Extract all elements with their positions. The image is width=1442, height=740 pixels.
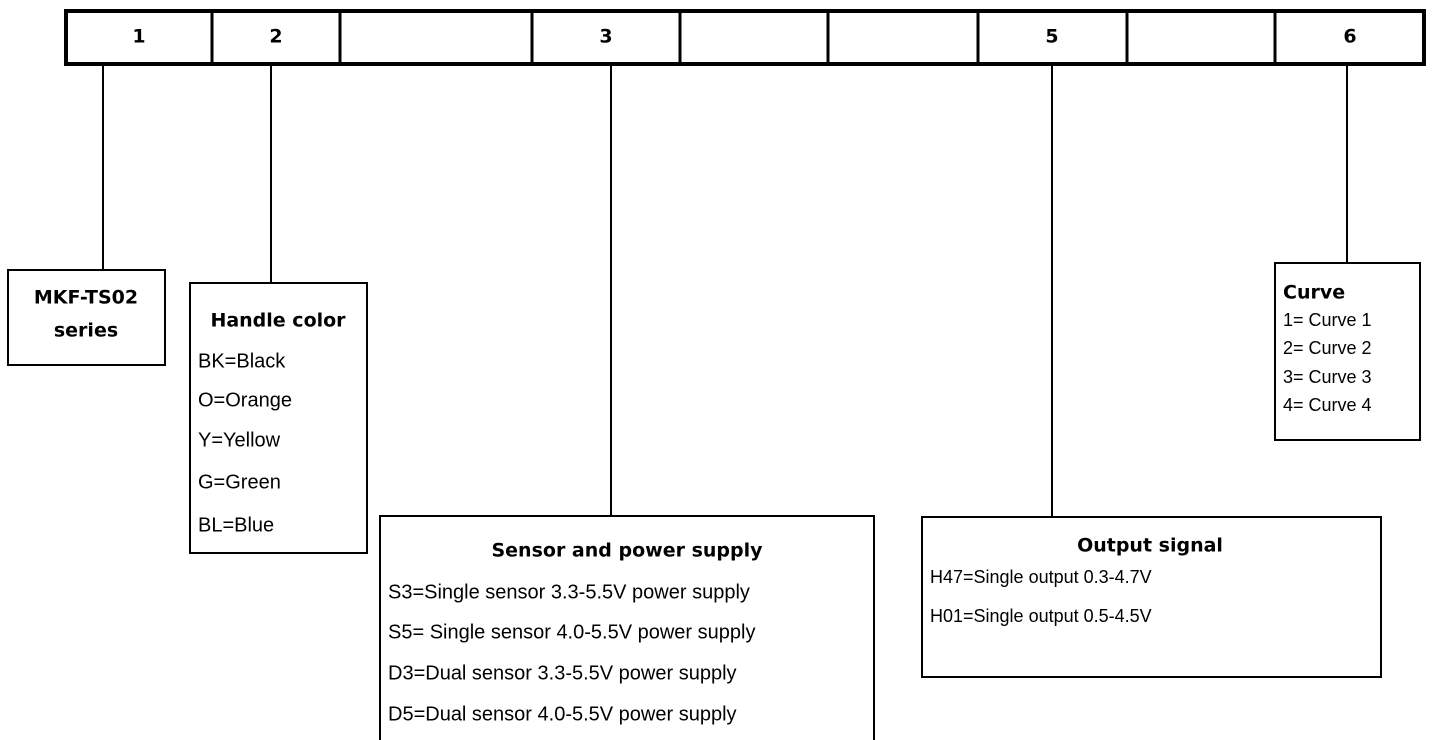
box-item: BK=Black xyxy=(198,350,286,372)
box-item: D3=Dual sensor 3.3-5.5V power supply xyxy=(388,662,737,684)
cell-label: 5 xyxy=(1045,26,1058,48)
box-item: S5= Single sensor 4.0-5.5V power supply xyxy=(388,621,755,643)
box-title: Curve xyxy=(1283,282,1345,304)
box-title: Sensor and power supply xyxy=(491,540,763,562)
sensor-box xyxy=(379,515,875,740)
box-title: MKF-TS02 xyxy=(34,287,138,309)
bar-frame xyxy=(64,9,1426,66)
box-title: Handle color xyxy=(210,310,346,332)
box-item: S3=Single sensor 3.3-5.5V power supply xyxy=(388,581,750,603)
box-item: O=Orange xyxy=(198,389,292,411)
box-title: series xyxy=(54,320,118,342)
box-title: Output signal xyxy=(1077,535,1223,557)
color-box xyxy=(189,282,368,554)
box-item: Y=Yellow xyxy=(198,429,281,451)
box-item: 4= Curve 4 xyxy=(1283,395,1372,415)
box-item: 2= Curve 2 xyxy=(1283,338,1372,358)
cell-label: 2 xyxy=(269,26,282,48)
box-item: 1= Curve 1 xyxy=(1283,310,1372,330)
code-bar: 1 2 3 5 6 xyxy=(64,9,1426,66)
box-item: H01=Single output 0.5-4.5V xyxy=(930,606,1152,626)
box-item: 3= Curve 3 xyxy=(1283,367,1372,387)
cell-label: 6 xyxy=(1343,26,1356,48)
box-item: G=Green xyxy=(198,471,281,493)
cell-label: 3 xyxy=(599,26,612,48)
series-box xyxy=(7,269,166,366)
box-item: D5=Dual sensor 4.0-5.5V power supply xyxy=(388,703,737,725)
box-item: H47=Single output 0.3-4.7V xyxy=(930,567,1152,587)
curve-box xyxy=(1274,262,1421,441)
cell-label: 1 xyxy=(132,26,145,48)
output-box xyxy=(921,516,1382,678)
box-item: BL=Blue xyxy=(198,514,274,536)
